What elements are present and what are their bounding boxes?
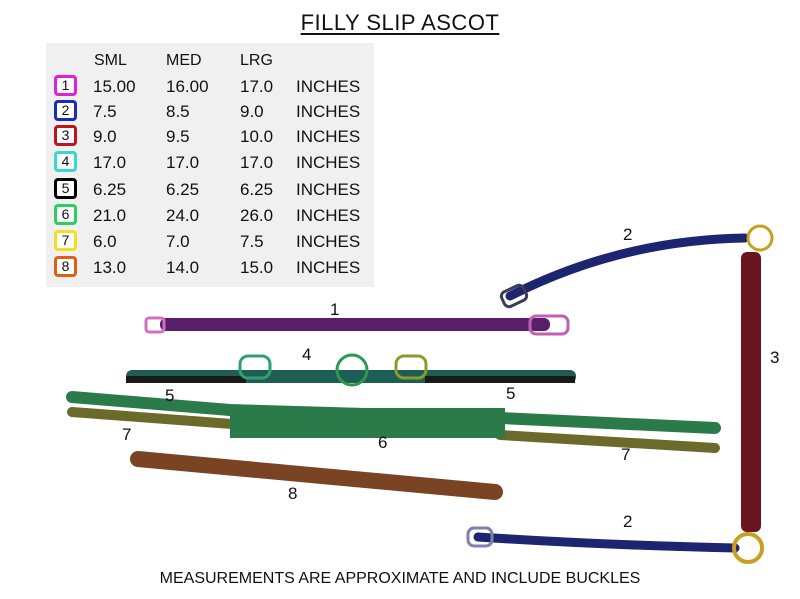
strap-6-7-green xyxy=(66,391,721,453)
cell-sml: 13.0 xyxy=(93,258,127,277)
cell-med: 9.5 xyxy=(166,127,190,146)
cell-sml: 7.5 xyxy=(93,102,117,121)
cell-lrg: 6.25 xyxy=(240,180,274,199)
part-label-5-left: 5 xyxy=(165,386,175,405)
cell-sml: 6.25 xyxy=(93,180,127,199)
page-title-text: FILLY SLIP ASCOT xyxy=(300,10,500,35)
cell-sml: 21.0 xyxy=(93,206,127,225)
header-med: MED xyxy=(166,52,202,69)
cell-lrg: 17.0 xyxy=(240,77,274,96)
cell-lrg: 17.0 xyxy=(240,153,274,172)
row-number-badge: 8 xyxy=(54,256,77,277)
part-label-6: 6 xyxy=(378,433,388,452)
part-label-2-bottom: 2 xyxy=(623,512,633,531)
cell-unit: INCHES xyxy=(296,206,361,225)
cell-sml: 17.0 xyxy=(93,153,127,172)
row-number-badge: 4 xyxy=(54,151,77,172)
row-number-badge: 2 xyxy=(54,100,77,121)
part-label-7-left: 7 xyxy=(122,425,132,444)
cell-med: 8.5 xyxy=(166,102,190,121)
part-label-8: 8 xyxy=(288,484,298,503)
cell-med: 6.25 xyxy=(166,180,200,199)
footer-note: MEASUREMENTS ARE APPROXIMATE AND INCLUDE… xyxy=(159,570,641,587)
cell-lrg: 10.0 xyxy=(240,127,274,146)
part-label-2-top: 2 xyxy=(623,225,633,244)
cell-lrg: 15.0 xyxy=(240,258,274,277)
cell-sml: 9.0 xyxy=(93,127,117,146)
strap-8-brown xyxy=(130,451,503,500)
strap-1-purple xyxy=(144,314,570,336)
cell-sml: 15.00 xyxy=(93,77,136,96)
cell-sml: 6.0 xyxy=(93,232,117,251)
cell-lrg: 9.0 xyxy=(240,102,264,121)
cell-lrg: 26.0 xyxy=(240,206,274,225)
row-number-badge: 1 xyxy=(54,75,77,96)
page-title: FILLY SLIP ASCOT xyxy=(0,10,800,36)
header-lrg: LRG xyxy=(240,52,273,69)
cell-unit: INCHES xyxy=(296,232,361,251)
part-label-1: 1 xyxy=(330,300,340,319)
part-label-4: 4 xyxy=(302,345,312,364)
cell-med: 16.00 xyxy=(166,77,209,96)
cell-med: 7.0 xyxy=(166,232,190,251)
part-label-5-right: 5 xyxy=(506,384,516,403)
cell-med: 14.0 xyxy=(166,258,200,277)
row-number-badge: 6 xyxy=(54,204,77,225)
cell-unit: INCHES xyxy=(296,77,361,96)
cell-unit: INCHES xyxy=(296,102,361,121)
cell-unit: INCHES xyxy=(296,258,361,277)
cell-unit: INCHES xyxy=(296,180,361,199)
strap-4-5-teal xyxy=(126,353,576,387)
header-sml: SML xyxy=(94,52,127,69)
strap-3-maroon xyxy=(741,252,761,532)
strap-2-bottom-navy xyxy=(466,526,764,564)
cell-lrg: 7.5 xyxy=(240,232,264,251)
size-table-panel xyxy=(46,43,374,287)
row-number-badge: 7 xyxy=(54,230,77,251)
cell-med: 17.0 xyxy=(166,153,200,172)
row-number-badge: 3 xyxy=(54,125,77,146)
part-label-7-right: 7 xyxy=(621,445,631,464)
part-label-3: 3 xyxy=(770,348,780,367)
cell-med: 24.0 xyxy=(166,206,200,225)
strap-2-top-navy xyxy=(499,224,774,309)
cell-unit: INCHES xyxy=(296,153,361,172)
row-number-badge: 5 xyxy=(54,178,77,199)
cell-unit: INCHES xyxy=(296,127,361,146)
